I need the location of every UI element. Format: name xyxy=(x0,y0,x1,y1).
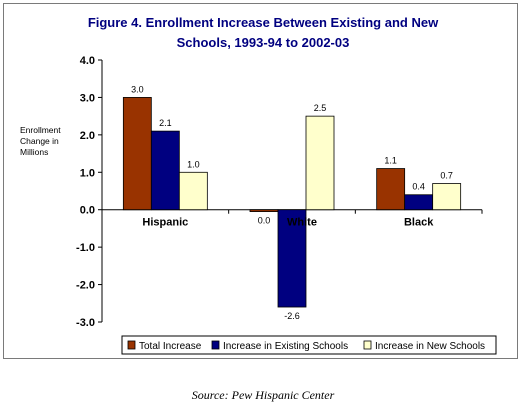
data-label: 0.7 xyxy=(440,171,453,181)
bar-hispanic-0 xyxy=(122,97,152,211)
bar-white-0 xyxy=(249,209,279,212)
y-tick-label: -1.0 xyxy=(76,242,95,254)
legend-swatch xyxy=(211,340,220,350)
data-label: -2.6 xyxy=(284,311,300,321)
data-label: 0.4 xyxy=(412,182,425,192)
category-label-white: White xyxy=(287,217,317,229)
data-label: 3.0 xyxy=(131,84,144,94)
chart-frame xyxy=(3,3,518,359)
legend-swatch xyxy=(127,340,136,350)
y-tick-label: 1.0 xyxy=(80,167,95,179)
legend-label: Total Increase xyxy=(139,341,202,352)
legend-box xyxy=(121,335,497,355)
y-tick-label: -2.0 xyxy=(76,280,95,292)
y-tick-label: 0.0 xyxy=(80,205,95,217)
y-tick-label: 2.0 xyxy=(80,130,95,142)
y-axis-label-line: Change in xyxy=(20,136,59,146)
y-axis-label-line: Millions xyxy=(20,147,48,157)
legend-swatch xyxy=(363,340,372,350)
data-label: 2.5 xyxy=(314,103,327,113)
bar-white-2 xyxy=(305,115,335,211)
bar-black-1 xyxy=(404,194,434,211)
bar-hispanic-2 xyxy=(178,171,208,211)
source-caption: Source: Pew Hispanic Center xyxy=(191,388,335,402)
bar-black-0 xyxy=(376,168,406,211)
data-label: 1.0 xyxy=(187,159,200,169)
legend-label: Increase in New Schools xyxy=(375,341,485,352)
bar-black-2 xyxy=(432,183,462,211)
y-axis-label-line: Enrollment xyxy=(20,125,61,135)
bar-white-1 xyxy=(277,209,307,308)
chart-title-line1: Figure 4. Enrollment Increase Between Ex… xyxy=(88,15,439,30)
chart-title-line2: Schools, 1993-94 to 2002-03 xyxy=(177,35,350,50)
y-tick-label: -3.0 xyxy=(76,317,95,329)
y-tick-label: 4.0 xyxy=(80,55,95,67)
y-tick-label: 3.0 xyxy=(80,92,95,104)
category-label-black: Black xyxy=(404,217,434,229)
bar-hispanic-1 xyxy=(150,130,180,211)
data-label: 1.1 xyxy=(384,156,397,166)
legend-label: Increase in Existing Schools xyxy=(223,341,348,352)
category-label-hispanic: Hispanic xyxy=(142,217,188,229)
data-label: 2.1 xyxy=(159,118,172,128)
data-label: 0.0 xyxy=(258,216,271,226)
